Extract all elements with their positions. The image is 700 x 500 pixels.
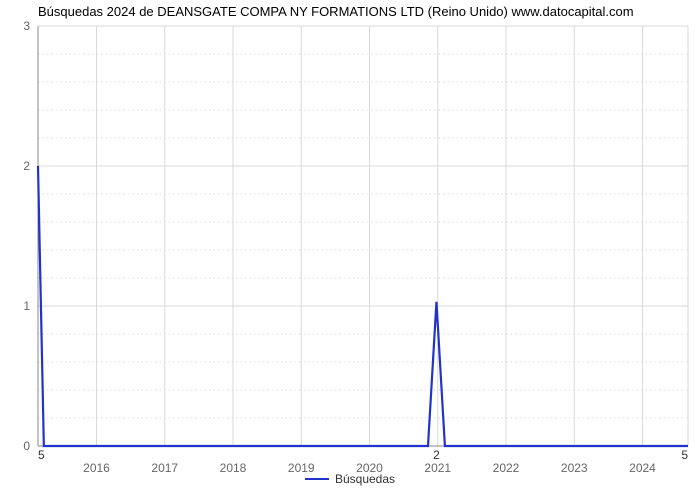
chart-container: Búsquedas 2024 de DEANSGATE COMPA NY FOR… [0, 0, 700, 500]
svg-text:3: 3 [23, 19, 30, 33]
svg-text:0: 0 [23, 439, 30, 453]
svg-text:2024: 2024 [629, 461, 656, 475]
svg-text:2: 2 [433, 448, 440, 462]
svg-text:5: 5 [38, 448, 45, 462]
svg-text:1: 1 [23, 299, 30, 313]
legend-line-swatch [305, 478, 329, 480]
svg-text:2016: 2016 [83, 461, 110, 475]
svg-text:2: 2 [23, 159, 30, 173]
svg-text:2023: 2023 [561, 461, 588, 475]
svg-text:2018: 2018 [220, 461, 247, 475]
legend: Búsquedas [305, 472, 395, 486]
svg-text:2021: 2021 [424, 461, 451, 475]
svg-text:5: 5 [681, 448, 688, 462]
legend-label: Búsquedas [335, 472, 395, 486]
svg-text:2017: 2017 [151, 461, 178, 475]
line-chart-svg: Búsquedas 2024 de DEANSGATE COMPA NY FOR… [0, 0, 700, 500]
svg-text:2022: 2022 [493, 461, 520, 475]
svg-text:Búsquedas 2024 de DEANSGATE CO: Búsquedas 2024 de DEANSGATE COMPA NY FOR… [38, 4, 634, 19]
